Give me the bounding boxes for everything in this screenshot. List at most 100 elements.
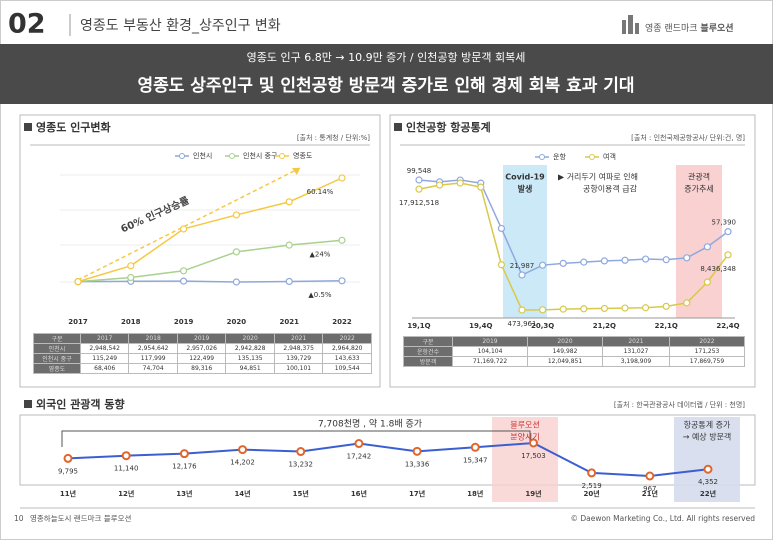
x-tick-label: 16년 [351, 489, 367, 498]
data-point [528, 438, 538, 448]
data-point [580, 305, 588, 313]
table-row: 인천시 중구 115,249 117,999 122,499 135,135 139,72… [33, 353, 372, 364]
x-tick-label: 19,1Q [407, 322, 430, 330]
data-point [74, 278, 82, 286]
table-cell: 2017 [79, 333, 130, 344]
legend-label: 운항 [553, 152, 566, 161]
x-tick-label: 2018 [121, 318, 141, 326]
data-point [683, 254, 691, 262]
series-line [67, 441, 709, 478]
value-label: 17,242 [347, 453, 372, 461]
table-cell: 운항건수 [403, 346, 453, 357]
data-point [518, 306, 526, 314]
brand: 영종 랜드마크 블루오션 [645, 22, 734, 34]
table-cell: 74,704 [128, 363, 178, 374]
annotation: 발생 [518, 184, 533, 194]
table-cell: 2021 [273, 333, 324, 344]
legend-label: 여객 [603, 152, 616, 161]
data-point [179, 449, 189, 459]
data-point [232, 278, 240, 286]
x-tick-label: 19년 [525, 489, 541, 498]
data-table: 구분 2017 2018 2019 2020 2021 2022 인천시 2,948,542 2,… [33, 333, 372, 374]
table-cell: 143,633 [322, 353, 372, 364]
table-cell: 인천시 중구 [33, 353, 81, 364]
page-number: 10 [14, 514, 24, 523]
annotation: 분양시기 [510, 433, 539, 442]
data-point [621, 256, 629, 264]
value-label: 13,336 [405, 460, 430, 468]
value-label: 2,519 [582, 482, 602, 490]
table-cell: 2,942,828 [225, 343, 275, 354]
data-point [538, 306, 547, 314]
banner-title: 영종도 상주인구 및 인천공항 방문객 증가로 인해 경제 회복 효과 기대 [137, 75, 634, 96]
x-tick-label: 21,2Q [593, 322, 616, 330]
value-label: 17,912,518 [399, 199, 439, 207]
value-label: 17,503 [521, 452, 546, 460]
data-point [497, 224, 505, 233]
data-point [415, 185, 423, 193]
x-tick-label: 2020 [227, 318, 247, 326]
footer-text: 영종하늘도시 랜드마크 블루오션 [30, 513, 131, 523]
table-row: 영종도 68,406 74,704 89,316 94,851 100,101 109,54… [33, 363, 372, 374]
series-line [418, 179, 729, 277]
value-label: 8,436,348 [700, 265, 736, 273]
brand-text: 영종 랜드마크 [645, 23, 698, 34]
data-point [354, 439, 364, 449]
table-cell: 100,101 [273, 363, 324, 374]
table-cell: 104,104 [451, 346, 529, 357]
data-point [724, 251, 732, 259]
x-tick-label: 2017 [68, 318, 88, 326]
data-point [63, 453, 73, 463]
table-row: 구분 2019 2020 2021 2022 [403, 336, 746, 347]
data-point [121, 451, 131, 461]
value-label: 13,232 [288, 461, 313, 469]
x-tick-label: 19,4Q [469, 322, 492, 330]
value-label: 21,987 [510, 262, 535, 270]
data-point [470, 442, 480, 452]
annotation: 블루오션 [510, 420, 539, 430]
x-tick-label: 12년 [118, 489, 134, 498]
page-title: 영종도 부동산 환경_상주인구 변화 [80, 18, 281, 34]
data-point [600, 304, 609, 313]
x-tick-label: 13년 [176, 489, 192, 498]
data-point [456, 179, 464, 187]
annotation: ▶ 거리두기 여파로 인해 [558, 172, 638, 182]
data-point [180, 225, 188, 233]
data-point [497, 261, 505, 269]
value-label: 15,347 [463, 456, 488, 464]
section-title: 인천공항 항공통계 [406, 120, 491, 134]
value-label: 967 [643, 485, 656, 493]
table-cell: 2019 [451, 336, 529, 347]
data-point [559, 305, 567, 313]
table-cell: 3,198,909 [602, 356, 670, 367]
x-tick-label: 2022 [332, 318, 352, 326]
data-point [703, 464, 713, 474]
x-tick-label: 2019 [174, 318, 194, 326]
data-point [641, 255, 650, 263]
table-cell: 구분 [403, 336, 453, 347]
x-tick-label: 15년 [293, 489, 309, 498]
value-label: 60.14% [307, 188, 334, 196]
table-cell: 2021 [602, 336, 670, 347]
table-cell: 71,169,722 [451, 356, 529, 367]
data-point [662, 256, 670, 264]
data-point [703, 278, 712, 286]
table-cell: 2,948,542 [79, 343, 130, 354]
data-point [645, 471, 655, 481]
table-cell: 2018 [128, 333, 178, 344]
data-point [662, 302, 670, 310]
table-cell: 135,135 [225, 353, 275, 364]
value-label: ▲24% [310, 250, 331, 258]
table-row: 운항건수 104,104 149,982 131,027 171,253 [403, 346, 746, 357]
data-point [538, 261, 547, 269]
annotation: Covid-19 [505, 173, 545, 182]
table-cell: 117,999 [128, 353, 178, 364]
table-cell: 89,316 [176, 363, 227, 374]
data-point [127, 262, 135, 270]
value-label: 11,140 [114, 465, 139, 473]
x-tick-label: 18년 [467, 489, 483, 498]
table-cell: 139,729 [273, 353, 324, 364]
data-point [641, 304, 650, 312]
